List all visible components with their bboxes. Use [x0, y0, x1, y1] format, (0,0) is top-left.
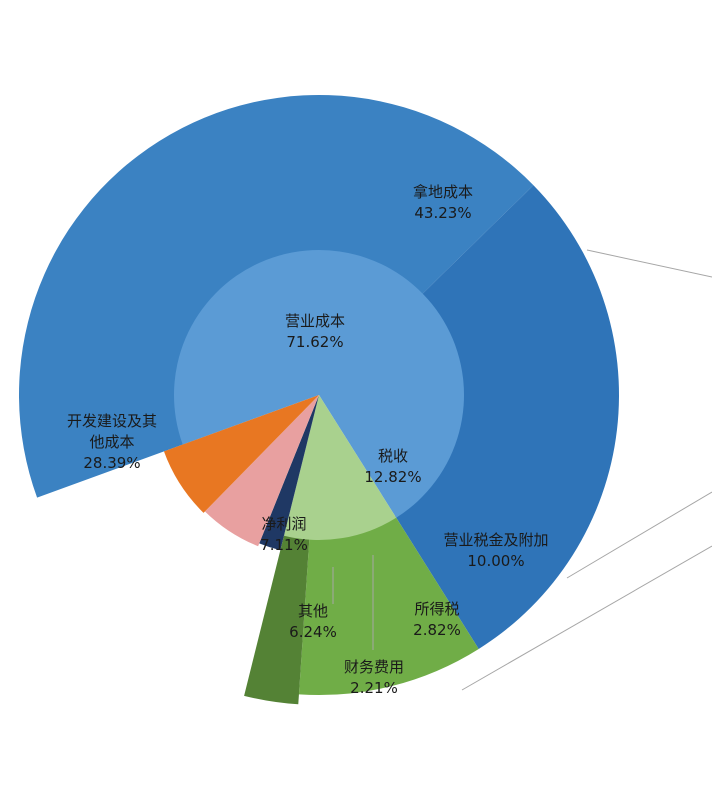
- label-拿地成本: 拿地成本 43.23%: [413, 183, 473, 222]
- leader-line-3: [461, 545, 712, 691]
- slice-其他: [204, 395, 319, 547]
- inner-ring: [163, 249, 464, 551]
- outer-ring: [18, 94, 619, 705]
- slice-营业成本: [173, 249, 464, 518]
- slice-税收: [283, 395, 397, 540]
- slice-开发建设及其他成本: [395, 185, 619, 649]
- label-净利润: 净利润 7.11%: [260, 515, 308, 554]
- slice-营业税金及附加: [298, 516, 479, 695]
- slice-财务费用: [259, 395, 319, 551]
- label-其他: 其他 6.24%: [289, 602, 337, 641]
- label-财务费用: 财务费用 2.21%: [344, 658, 404, 697]
- slice-净利润: [163, 395, 319, 513]
- label-营业税金及附加: 营业税金及附加 10.00%: [443, 531, 548, 570]
- leader-lines: [332, 249, 712, 691]
- slice-拿地成本: [18, 94, 534, 498]
- label-税收: 税收 12.82%: [364, 447, 421, 486]
- label-所得税: 所得税 2.82%: [413, 600, 461, 639]
- leader-line-1: [586, 249, 712, 278]
- labels: 营业成本 71.62% 拿地成本 43.23% 开发建设及其他成本 28.39% 税收 12.…: [67, 183, 549, 697]
- label-开发建设及其他成本: 开发建设及其他成本 28.39%: [67, 412, 157, 472]
- slice-所得税: [244, 533, 310, 705]
- label-营业成本: 营业成本 71.62%: [285, 312, 345, 351]
- leader-line-2: [566, 491, 712, 579]
